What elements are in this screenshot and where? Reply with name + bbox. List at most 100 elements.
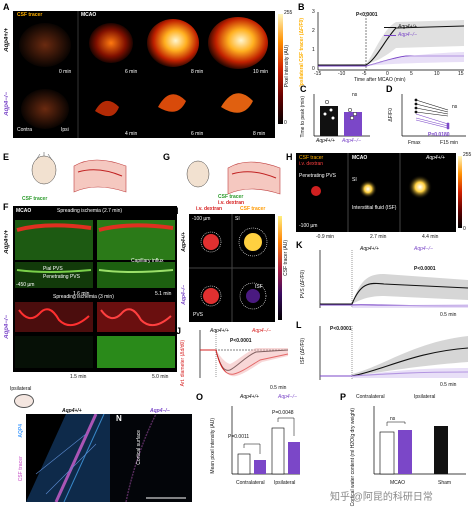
panel-i-row-ko: Aqp4−/− (181, 285, 187, 305)
panel-o-p1: P=0.0011 (228, 434, 250, 440)
panel-e-csf: CSF tracer (22, 196, 48, 202)
panel-a-time-3: 8 min (191, 69, 204, 75)
panel-d-letter: D (386, 84, 393, 94)
panel-f-capillary: Capillary influx (131, 258, 164, 264)
panel-p-letter: P (340, 392, 347, 402)
panel-f-row-wt: Aqp4+/+ (4, 230, 10, 254)
panel-l-letter: L (296, 320, 302, 330)
panel-f-time-4: 5.0 min (152, 374, 169, 380)
panel-h-scale-max: 255 (463, 152, 472, 158)
panel-p-chart (373, 406, 466, 475)
panel-k-legend-ko: Aqp4−/− (414, 246, 433, 252)
panel-h-time-1: -0.9 min (316, 234, 335, 240)
panel-b-ylabel: Ipsilateral CSF tracer (ΔF/F0) (299, 18, 305, 87)
panel-n-cortical: Cortical surface (136, 430, 142, 465)
panel-a-time-1: 0 min (59, 69, 72, 75)
panel-o-legend-wt: Aqp4+/+ (240, 394, 259, 400)
panel-d-ns: ns (452, 104, 458, 110)
panel-h-image-strip: CSF tracer i.v. dextran MCAO Aqp4+/+ Pen… (296, 153, 456, 232)
panel-i-scale-label: CSF tracer (AU) (283, 240, 289, 276)
panel-k-p: P<0.0001 (414, 266, 436, 272)
panel-b-ytick: 0 (312, 66, 315, 72)
panel-c-ns: ns (352, 92, 358, 98)
panel-a-letter: A (3, 2, 10, 12)
panel-j-ylabel: Art. diameter (Δd/d0) (180, 340, 186, 387)
panel-c-chart (313, 94, 370, 137)
panel-g-schematic (186, 160, 281, 195)
panel-b-ytick: 2 (312, 28, 315, 34)
panel-j-scale: 0.5 min (270, 385, 287, 391)
panel-h-isf: Interstitial fluid (ISF) (352, 205, 397, 211)
panel-k-ylabel: PVS (ΔF/F0) (300, 270, 306, 299)
panel-h-si: SI (352, 177, 357, 183)
panel-o-legend-ko: Aqp4−/− (278, 394, 297, 400)
panel-a-ko-time-3: 6 min (191, 131, 204, 137)
panel-m-ipsilateral: Ipsilateral (10, 386, 32, 392)
panel-d-ylabel: ΔF/F0 (388, 108, 394, 122)
panel-p-legend-contra: Contralateral (356, 394, 385, 400)
panel-f-scale: -450 µm (16, 282, 35, 288)
panel-f-mcao: MCAO (16, 208, 32, 214)
panel-i-si: SI (235, 216, 240, 222)
panel-b-letter: B (298, 2, 305, 12)
panel-i-csf: CSF tracer (240, 206, 266, 212)
panel-n-letter: N (116, 414, 122, 423)
panel-p-legend-ipsi: Ipsilateral (414, 394, 436, 400)
panel-a-ko-time-2: 4 min (125, 131, 138, 137)
panel-f-image-grid: MCAO Spreading ischemia (2.7 min) Pial P… (13, 206, 177, 372)
panel-o-xtick-1: Contralateral (236, 480, 265, 486)
panel-k-scale: 0.5 min (440, 312, 457, 318)
panel-p-xtick-2: Sham (438, 480, 452, 486)
panel-b-xtick: 15 (458, 71, 464, 77)
panel-b-ytick: 3 (312, 9, 315, 15)
panel-f-pial: Pial PVS (43, 266, 63, 272)
panel-h-images (311, 153, 432, 232)
panel-f-time-2: 5.1 min (155, 291, 172, 297)
panel-b-p: P<0.0001 (356, 12, 378, 18)
panel-i-depth: -100 µm (192, 216, 211, 222)
panel-f-row-ko: Aqp4−/− (4, 315, 10, 339)
panel-b-chart (317, 12, 465, 71)
panel-c-xtick-ko: Aqp4−/− (342, 138, 361, 144)
panel-f-letter: F (3, 202, 9, 212)
panel-e-schematic (31, 152, 127, 193)
panel-b-xlabel: Time after MCAO (min) (354, 77, 406, 83)
panel-a-row-wt: Aqp4+/+ (4, 28, 10, 52)
panel-b-legend-wt: Aqp4+/+ (398, 24, 417, 30)
panel-a-ipsi: Ipsi (61, 127, 69, 133)
panel-g-letter: G (163, 152, 171, 162)
panel-j-letter: J (176, 326, 182, 336)
panel-c-xtick-wt: Aqp4+/+ (316, 138, 335, 144)
panel-h-ivd: i.v. dextran (299, 161, 324, 167)
panel-b-ytick: 1 (312, 47, 315, 53)
panel-k-legend-wt: Aqp4+/+ (360, 246, 379, 252)
panel-b-xtick: 0 (386, 71, 389, 77)
panel-a-time-2: 6 min (125, 69, 138, 75)
panel-m-n-images: N Cortical surface (26, 414, 192, 502)
panel-b-xtick: 5 (410, 71, 413, 77)
panel-m-geno: Aqp4+/+ (62, 408, 82, 414)
panel-i-pvs: PVS (193, 312, 204, 318)
panel-b-xtick: -15 (314, 71, 322, 77)
panel-j-chart (199, 330, 289, 378)
panel-l-scale: 0.5 min (440, 382, 457, 388)
panel-d-xtick-1: Fmax (408, 140, 421, 146)
panel-f-vessel-images (15, 220, 175, 368)
panel-p-xtick-1: MCAO (390, 480, 405, 486)
panel-a-time-4: 10 min (253, 69, 269, 75)
panel-o-p2: P=0.0048 (272, 410, 294, 416)
panel-h-csf: CSF tracer (299, 155, 324, 161)
panel-a-scale-min: 0 (284, 120, 287, 126)
panel-d-chart (401, 94, 466, 137)
panel-h-time-2: 2.7 min (370, 234, 387, 240)
panel-i-colorbar (278, 216, 282, 320)
panel-i-image-grid: -100 µm SI ISF PVS (189, 214, 275, 322)
panel-j-p: P<0.0001 (230, 338, 252, 344)
panel-a-image-grid: CSF tracer MCAO 0 min 6 min 8 min 10 min… (13, 11, 275, 138)
panel-h-depth: -100 µm (299, 223, 318, 229)
panel-i-images (189, 214, 275, 322)
panel-l-ylabel: ISF (ΔF/F0) (300, 338, 306, 365)
panel-b-legend-ko-line (384, 35, 396, 36)
panel-g-ivd: i.v. dextran (218, 200, 245, 206)
panel-i-row-wt: Aqp4+/+ (181, 232, 187, 252)
